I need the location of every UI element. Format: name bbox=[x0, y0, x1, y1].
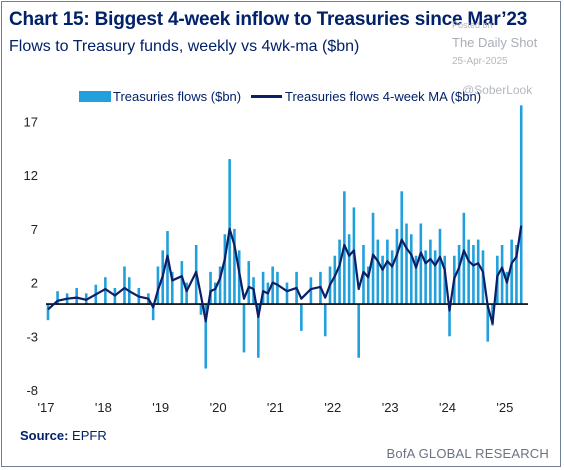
x-tick-label: '20 bbox=[210, 400, 227, 415]
bar-flow-2018-01 bbox=[104, 277, 107, 305]
chart-title: Chart 15: Biggest 4-week inflow to Treas… bbox=[9, 9, 528, 30]
watermark-date: 25-Apr-2025 bbox=[452, 56, 508, 67]
y-tick-label: 17 bbox=[24, 115, 38, 130]
bar-flow-2024-09 bbox=[486, 304, 490, 342]
bar-flow-2022-06 bbox=[357, 304, 360, 358]
bar-flow-2023-06 bbox=[414, 255, 418, 305]
bar-flow-2021-01 bbox=[276, 271, 279, 305]
bar-flow-2023-02 bbox=[395, 228, 399, 305]
bar-flow-2023-11 bbox=[438, 228, 442, 305]
ma-line bbox=[47, 225, 523, 325]
y-axis-ticks: -8 -3 2 7 12 17 bbox=[24, 115, 38, 399]
bar-flow-2025-02 bbox=[510, 239, 513, 305]
bar-flow-2024-04 bbox=[462, 212, 466, 305]
bar-flow-2021-03 bbox=[285, 282, 289, 305]
bar-flow-2020-10 bbox=[261, 271, 265, 305]
y-tick-label: 2 bbox=[31, 276, 38, 291]
bar-flow-2019-09 bbox=[199, 304, 203, 315]
credit-text: BofA GLOBAL RESEARCH bbox=[386, 446, 549, 461]
source-label: Source: bbox=[20, 428, 69, 443]
bars-layer bbox=[46, 105, 523, 369]
bar-flow-2019-02 bbox=[166, 231, 169, 305]
bar-flow-2024-06 bbox=[472, 245, 475, 305]
bar-flow-2025-04 bbox=[519, 105, 523, 305]
x-tick-label: '19 bbox=[152, 400, 169, 415]
bar-flow-2024-07 bbox=[476, 239, 480, 305]
y-tick-label: 12 bbox=[24, 168, 38, 183]
bar-flow-2021-08 bbox=[309, 277, 313, 305]
bar-flow-2017-03 bbox=[56, 291, 59, 305]
bar-flow-2023-10 bbox=[433, 250, 437, 305]
bar-flow-2019-03 bbox=[170, 271, 174, 305]
watermark-posted-on: Posted on bbox=[452, 20, 493, 30]
bar-flow-2023-05 bbox=[409, 234, 413, 305]
bar-flow-2020-04 bbox=[233, 228, 236, 305]
bar-flow-2025-01 bbox=[505, 271, 509, 305]
bar-flow-2021-11 bbox=[323, 304, 327, 337]
bar-flow-2019-11 bbox=[209, 271, 212, 305]
legend-line-label: Treasuries flows 4-week MA ($bn) bbox=[285, 89, 481, 104]
bar-flow-2024-12 bbox=[500, 245, 504, 305]
x-tick-label: '17 bbox=[38, 400, 55, 415]
y-tick-label: -8 bbox=[26, 383, 38, 398]
bar-flow-2020-07 bbox=[247, 261, 251, 305]
source-note: Source: EPFR bbox=[20, 428, 107, 443]
bar-flow-2019-05 bbox=[180, 261, 184, 305]
chart-subtitle: Flows to Treasury funds, weekly vs 4wk-m… bbox=[9, 38, 360, 55]
bar-flow-2022-12 bbox=[386, 239, 389, 305]
bar-flow-2021-06 bbox=[300, 304, 303, 331]
bar-flow-2017-07 bbox=[75, 287, 78, 305]
bar-flow-2019-12 bbox=[214, 282, 217, 305]
x-tick-label: '18 bbox=[95, 400, 112, 415]
bar-flow-2022-11 bbox=[381, 255, 384, 305]
x-tick-label: '22 bbox=[324, 400, 341, 415]
bar-flow-2019-06 bbox=[185, 282, 188, 305]
bar-flow-2023-07 bbox=[419, 223, 423, 305]
bar-flow-2022-08 bbox=[366, 266, 370, 305]
legend-bar-swatch bbox=[79, 91, 111, 102]
bar-flow-2023-03 bbox=[400, 191, 404, 305]
bar-flow-2023-08 bbox=[424, 250, 427, 305]
bar-flow-2023-01 bbox=[390, 250, 394, 305]
x-tick-label: '25 bbox=[496, 400, 513, 415]
bar-flow-2022-02 bbox=[338, 239, 341, 305]
bar-flow-2022-04 bbox=[347, 234, 351, 305]
bar-flow-2020-09 bbox=[257, 304, 260, 358]
bar-flow-2023-04 bbox=[405, 223, 408, 305]
legend: Treasuries flows ($bn) Treasuries flows … bbox=[79, 89, 481, 104]
x-axis-ticks: '17 '18 '19 '20 '21 '22 '23 '24 '25 bbox=[38, 400, 514, 415]
bar-flow-2022-01 bbox=[333, 255, 337, 305]
bar-flow-2022-10 bbox=[376, 239, 380, 305]
bar-flow-2024-01 bbox=[448, 304, 451, 337]
source-value: EPFR bbox=[72, 428, 107, 443]
x-tick-label: '24 bbox=[439, 400, 456, 415]
x-tick-label: '23 bbox=[382, 400, 399, 415]
legend-bar-label: Treasuries flows ($bn) bbox=[113, 89, 241, 104]
bar-flow-2019-10 bbox=[204, 304, 208, 369]
bar-flow-2020-06 bbox=[242, 304, 246, 353]
watermark-daily-shot: The Daily Shot bbox=[452, 35, 538, 50]
bar-flow-2018-05 bbox=[123, 266, 126, 305]
bar-flow-2018-11 bbox=[151, 304, 155, 321]
bar-flow-2025-03 bbox=[515, 245, 518, 305]
bar-flow-2023-12 bbox=[443, 255, 447, 305]
bar-flow-2024-05 bbox=[467, 239, 470, 305]
watermark-handle: @SoberLook bbox=[462, 83, 533, 97]
x-tick-label: '21 bbox=[267, 400, 284, 415]
bar-flow-2020-02 bbox=[223, 234, 227, 305]
bar-flow-2018-12 bbox=[156, 266, 160, 305]
bar-flow-2023-09 bbox=[429, 239, 432, 305]
bar-flow-2024-03 bbox=[457, 245, 461, 305]
y-tick-label: -3 bbox=[26, 329, 38, 344]
y-tick-label: 7 bbox=[31, 222, 38, 237]
bar-flow-2017-01 bbox=[46, 304, 50, 321]
bar-flow-2020-01 bbox=[218, 266, 222, 305]
